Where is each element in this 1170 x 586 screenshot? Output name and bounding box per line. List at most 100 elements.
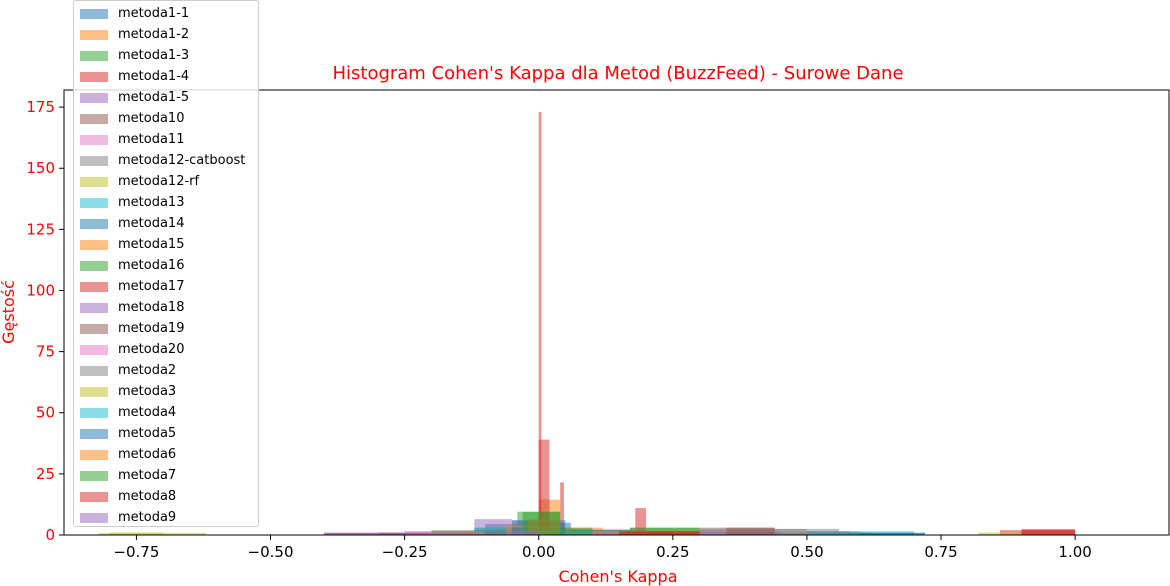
legend-swatch xyxy=(80,302,108,313)
x-axis-label: Cohen's Kappa xyxy=(558,567,677,586)
legend-item: metoda2 xyxy=(74,360,176,381)
legend-item: metoda1-1 xyxy=(74,3,189,24)
bar-metoda19-1 xyxy=(726,527,775,535)
legend-label: metoda15 xyxy=(118,237,185,252)
legend-item: metoda12-catboost xyxy=(74,150,245,171)
legend-label: metoda3 xyxy=(118,384,177,399)
legend-label: metoda8 xyxy=(118,489,177,504)
legend: metoda1-1 metoda1-2 metoda1-3 metoda1-4 meto… xyxy=(73,0,259,527)
legend-swatch xyxy=(80,29,108,40)
legend-swatch xyxy=(80,155,108,166)
y-tick-label: 100 xyxy=(26,281,55,299)
legend-label: metoda19 xyxy=(118,321,185,336)
bar-metoda7-1 xyxy=(560,527,593,535)
legend-item: metoda1-5 xyxy=(74,87,189,108)
y-tick-label: 150 xyxy=(26,159,55,177)
legend-label: metoda18 xyxy=(118,300,185,315)
legend-item: metoda19 xyxy=(74,318,184,339)
bar-metoda1-4-2 xyxy=(635,508,646,535)
legend-label: metoda1-5 xyxy=(118,90,190,105)
y-tick-label: 125 xyxy=(26,220,55,238)
legend-item: metoda7 xyxy=(74,465,176,486)
legend-item: metoda18 xyxy=(74,297,184,318)
legend-swatch xyxy=(80,50,108,61)
x-tick-label: 0.50 xyxy=(790,543,823,561)
histogram-bars xyxy=(98,112,1076,535)
legend-label: metoda1-2 xyxy=(118,27,190,42)
legend-swatch xyxy=(80,323,108,334)
x-tick-label: 1.00 xyxy=(1058,543,1091,561)
legend-swatch xyxy=(80,491,108,502)
x-tick-label: 0.25 xyxy=(656,543,689,561)
x-tick-label: 0.00 xyxy=(522,543,555,561)
bar-metoda8-1 xyxy=(1021,530,1076,535)
bar-metoda1-4-0 xyxy=(538,112,542,535)
legend-swatch xyxy=(80,428,108,439)
bar-metoda5-1 xyxy=(860,533,925,535)
legend-label: metoda7 xyxy=(118,468,177,483)
legend-item: metoda1-4 xyxy=(74,66,189,87)
bar-metoda12-rf-1 xyxy=(978,532,1033,535)
legend-swatch xyxy=(80,134,108,145)
bar-metoda4-1 xyxy=(806,532,915,535)
y-axis-ticks: 0 25 50 75 100 125 150 175 xyxy=(26,98,64,544)
x-tick-label: 0.75 xyxy=(924,543,957,561)
y-tick-label: 0 xyxy=(45,526,55,544)
x-tick-label: −0.25 xyxy=(382,543,428,561)
y-tick-label: 25 xyxy=(36,465,55,483)
legend-label: metoda1-3 xyxy=(118,48,190,63)
legend-label: metoda2 xyxy=(118,363,177,378)
legend-swatch xyxy=(80,176,108,187)
legend-label: metoda12-rf xyxy=(118,174,200,189)
legend-label: metoda10 xyxy=(118,111,185,126)
legend-swatch xyxy=(80,512,108,523)
bar-metoda17-0 xyxy=(538,439,550,535)
legend-item: metoda13 xyxy=(74,192,184,213)
legend-item: metoda14 xyxy=(74,213,184,234)
legend-label: metoda11 xyxy=(118,132,185,147)
legend-label: metoda1-4 xyxy=(118,69,190,84)
bar-metoda9-0 xyxy=(324,533,432,535)
legend-swatch xyxy=(80,239,108,250)
bar-metoda8-0 xyxy=(619,531,700,535)
legend-item: metoda4 xyxy=(74,402,176,423)
legend-item: metoda8 xyxy=(74,486,176,507)
bar-metoda2-1 xyxy=(806,528,840,535)
bar-metoda2-0 xyxy=(774,528,807,535)
bar-metoda1-4-1 xyxy=(560,482,564,535)
legend-label: metoda9 xyxy=(118,510,177,525)
legend-item: metoda16 xyxy=(74,255,184,276)
bar-metoda20-0 xyxy=(404,531,486,535)
legend-label: metoda14 xyxy=(118,216,185,231)
legend-label: metoda13 xyxy=(118,195,185,210)
legend-item: metoda1-3 xyxy=(74,45,189,66)
legend-swatch xyxy=(80,8,108,19)
legend-item: metoda6 xyxy=(74,444,176,465)
legend-item: metoda12-rf xyxy=(74,171,199,192)
legend-swatch xyxy=(80,197,108,208)
legend-item: metoda5 xyxy=(74,423,176,444)
legend-label: metoda6 xyxy=(118,447,177,462)
plot-frame xyxy=(63,89,1170,536)
legend-item: metoda17 xyxy=(74,276,184,297)
bar-metoda9-1 xyxy=(485,530,539,535)
legend-swatch xyxy=(80,470,108,481)
bar-metoda7-0 xyxy=(522,511,561,535)
y-tick-label: 175 xyxy=(26,98,55,116)
legend-swatch xyxy=(80,92,108,103)
chart-title: Histogram Cohen's Kappa dla Metod (BuzzF… xyxy=(332,63,903,84)
legend-swatch xyxy=(80,365,108,376)
bar-metoda3-0 xyxy=(109,532,164,535)
legend-item: metoda9 xyxy=(74,507,176,528)
legend-swatch xyxy=(80,344,108,355)
legend-label: metoda4 xyxy=(118,405,177,420)
legend-swatch xyxy=(80,407,108,418)
legend-swatch xyxy=(80,281,108,292)
y-tick-label: 50 xyxy=(36,404,55,422)
legend-swatch xyxy=(80,218,108,229)
y-axis-label: Gęstość xyxy=(0,280,18,344)
legend-item: metoda3 xyxy=(74,381,176,402)
legend-item: metoda1-2 xyxy=(74,24,189,45)
legend-label: metoda17 xyxy=(118,279,185,294)
